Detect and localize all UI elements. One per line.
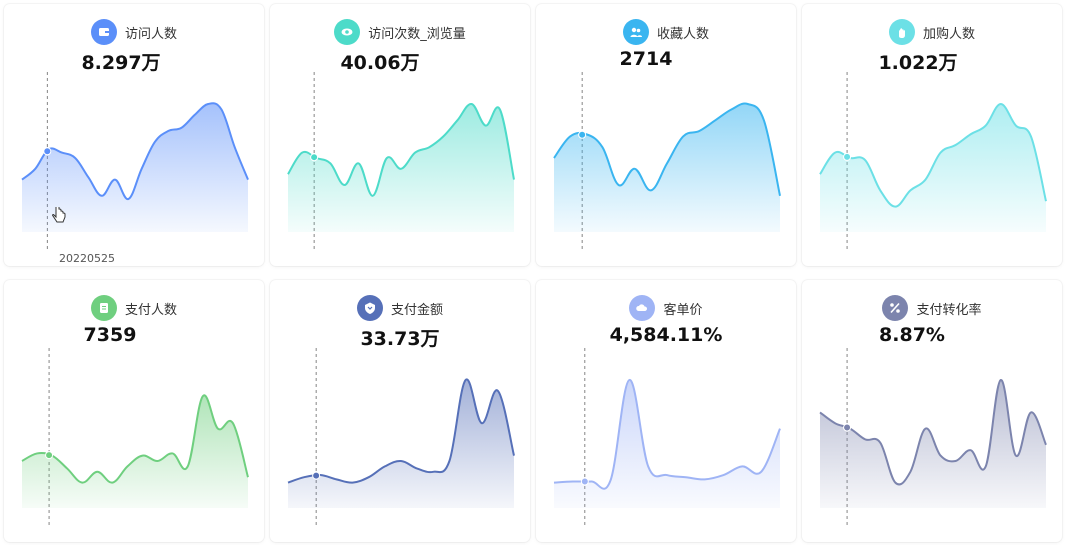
- hover-date: 20220525: [59, 252, 115, 265]
- metric-label: 客单价: [663, 302, 703, 318]
- metric-label: 支付人数: [124, 302, 177, 318]
- hover-dot: [310, 153, 319, 162]
- metric-card-favorites[interactable]: 收藏人数 2714: [536, 4, 796, 266]
- trend-chart[interactable]: [536, 4, 796, 266]
- metric-card-payment-amount[interactable]: 支付金额 33.73万: [270, 280, 530, 542]
- hover-dot: [843, 152, 852, 161]
- metric-card-conversion[interactable]: 支付转化率 8.87%: [802, 280, 1062, 542]
- trend-chart[interactable]: [802, 4, 1062, 266]
- trend-line: [287, 378, 515, 484]
- trend-chart[interactable]: [4, 280, 264, 542]
- trend-chart[interactable]: [270, 280, 530, 542]
- metric-label: 支付金额: [390, 302, 443, 318]
- users-icon: [622, 19, 649, 45]
- wallet-icon: [90, 19, 117, 45]
- trend-line: [553, 378, 781, 490]
- trend-line: [21, 394, 249, 484]
- metric-card-visitors[interactable]: 访问人数 8.297万 20220525: [4, 4, 264, 266]
- metric-label: 加购人数: [922, 26, 975, 42]
- hover-dot: [45, 451, 54, 460]
- trend-area: [554, 379, 780, 508]
- metric-value: 1.022万: [878, 52, 958, 74]
- trend-area: [22, 395, 248, 508]
- metric-value: 40.06万: [340, 52, 420, 74]
- hover-dot: [578, 130, 587, 139]
- trend-line: [819, 378, 1047, 486]
- metric-value: 7359: [83, 324, 137, 346]
- cloud-icon: [629, 295, 656, 321]
- hover-dot: [43, 147, 52, 156]
- metric-value: 8.297万: [81, 52, 161, 74]
- hover-dot: [843, 423, 852, 432]
- trend-line: [819, 102, 1047, 208]
- eye-icon: [334, 19, 361, 45]
- metric-value: 4,584.11%: [609, 324, 723, 346]
- trend-line: [553, 102, 781, 197]
- metric-value: 8.87%: [879, 324, 945, 346]
- trend-chart[interactable]: [536, 280, 796, 542]
- metric-value: 2714: [619, 48, 673, 70]
- trend-line: [21, 102, 249, 201]
- trend-chart[interactable]: [4, 4, 264, 266]
- trend-chart[interactable]: [270, 4, 530, 266]
- metric-label: 支付转化率: [916, 302, 982, 318]
- trend-area: [288, 103, 514, 232]
- metric-value: 33.73万: [360, 328, 440, 350]
- trend-chart[interactable]: [802, 280, 1062, 542]
- clipboard-icon: [90, 295, 117, 321]
- trend-area: [820, 379, 1046, 508]
- metric-card-payers[interactable]: 支付人数 7359: [4, 280, 264, 542]
- metric-label: 访问次数_浏览量: [368, 26, 466, 42]
- metric-card-pageviews[interactable]: 访问次数_浏览量 40.06万: [270, 4, 530, 266]
- percent-icon: [882, 295, 909, 321]
- trend-area: [554, 103, 780, 232]
- metric-card-cart[interactable]: 加购人数 1.022万: [802, 4, 1062, 266]
- metric-card-avg-order[interactable]: 客单价 4,584.11%: [536, 280, 796, 542]
- hover-dot: [580, 477, 589, 486]
- metric-label: 访问人数: [124, 26, 177, 42]
- trend-area: [288, 379, 514, 508]
- hand-cursor-icon: [52, 203, 66, 229]
- shield-icon: [356, 295, 383, 321]
- trend-line: [287, 103, 515, 197]
- hover-dot: [312, 471, 321, 480]
- hand-icon: [888, 19, 915, 45]
- trend-area: [22, 103, 248, 232]
- metric-label: 收藏人数: [656, 26, 709, 42]
